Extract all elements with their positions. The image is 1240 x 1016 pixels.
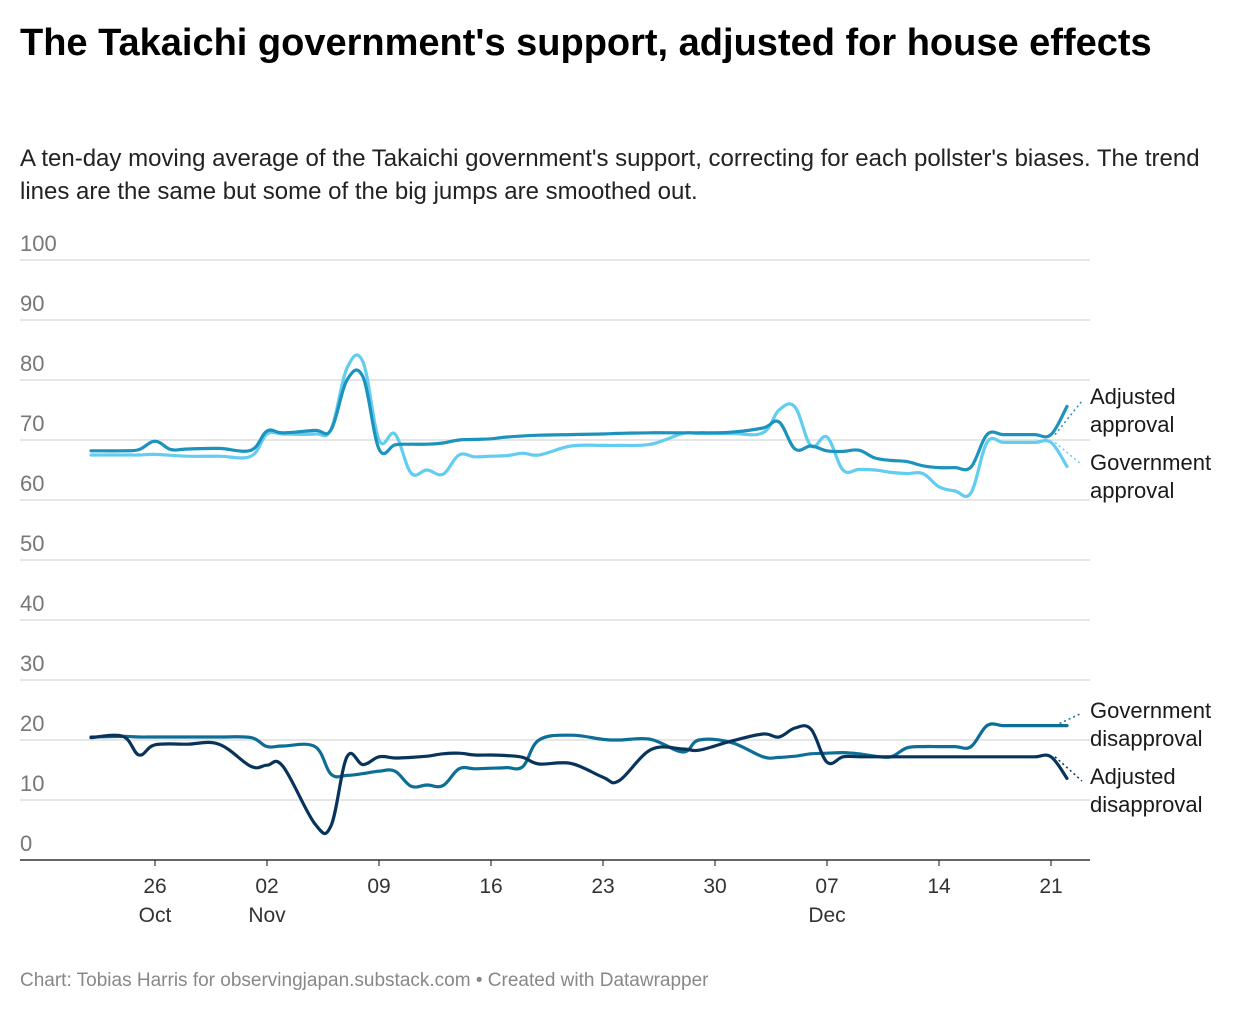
series-line-government-disapproval	[89, 722, 1069, 789]
x-axis: 26 Oct 02 Nov 09 16 23 30 07 Dec 14 21	[20, 859, 1090, 927]
chart-footer: Chart: Tobias Harris for observingjapan.…	[20, 970, 709, 992]
y-tick-label: 100	[20, 231, 57, 256]
series-label-government-disapproval: Government disapproval	[1090, 698, 1211, 751]
x-tick-label: 09	[367, 875, 390, 898]
footer-tool: Created with Datawrapper	[487, 970, 709, 991]
y-tick-label: 80	[20, 351, 44, 376]
series-label-leader	[1054, 756, 1083, 782]
series-line-government-approval	[89, 353, 1069, 498]
series-line-adjusted-disapproval	[89, 724, 1069, 836]
series-label-adjusted-approval: Adjusted approval	[1090, 384, 1176, 437]
y-tick-label: 30	[20, 651, 44, 676]
series-label-line: Government	[1090, 450, 1211, 475]
x-tick-label: 23	[591, 875, 614, 898]
series-label-leader	[1054, 400, 1083, 436]
series-label-line: approval	[1090, 412, 1174, 437]
series-label-line: Government	[1090, 698, 1211, 723]
x-tick-label: 07	[815, 875, 838, 898]
series-label-line: disapproval	[1090, 792, 1203, 817]
series-label-line: approval	[1090, 478, 1174, 503]
series-lines	[89, 353, 1069, 836]
x-tick-month: Oct	[139, 904, 172, 927]
line-chart: 0 10 20 30 40 50 60 70 80 90 100 Government approva…	[20, 231, 1211, 927]
y-tick-label: 40	[20, 591, 44, 616]
series-label-line: disapproval	[1090, 726, 1203, 751]
series-line-adjusted-approval	[89, 368, 1069, 472]
chart-subtitle: A ten-day moving average of the Takaichi…	[20, 145, 1200, 205]
x-tick-label: 30	[703, 875, 726, 898]
x-tick-label: 21	[1039, 875, 1062, 898]
y-tick-label: 20	[20, 711, 44, 736]
y-tick-label: 70	[20, 411, 44, 436]
series-label-adjusted-disapproval: Adjusted disapproval	[1090, 764, 1203, 817]
y-tick-label: 50	[20, 531, 44, 556]
x-tick-label: 02	[255, 875, 278, 898]
y-tick-label: 60	[20, 471, 44, 496]
y-tick-label: 10	[20, 771, 44, 796]
x-tick-month: Nov	[248, 904, 286, 927]
series-label-line: Adjusted	[1090, 764, 1176, 789]
x-tick-label: 26	[143, 875, 166, 898]
y-tick-label: 0	[20, 831, 32, 856]
y-tick-label: 90	[20, 291, 44, 316]
footer-separator: •	[475, 970, 483, 991]
x-tick-label: 16	[479, 875, 502, 898]
chart-title: The Takaichi government's support, adjus…	[20, 22, 1152, 64]
series-label-line: Adjusted	[1090, 384, 1176, 409]
gridlines: 0 10 20 30 40 50 60 70 80 90 100	[20, 231, 1090, 856]
footer-credit: Chart: Tobias Harris for observingjapan.…	[20, 970, 471, 991]
x-tick-label: 14	[927, 875, 951, 898]
series-label-leader	[1054, 441, 1083, 466]
series-label-government-approval: Government approval	[1090, 450, 1211, 503]
x-tick-month: Dec	[808, 904, 845, 927]
series-label-leader	[1054, 712, 1083, 727]
